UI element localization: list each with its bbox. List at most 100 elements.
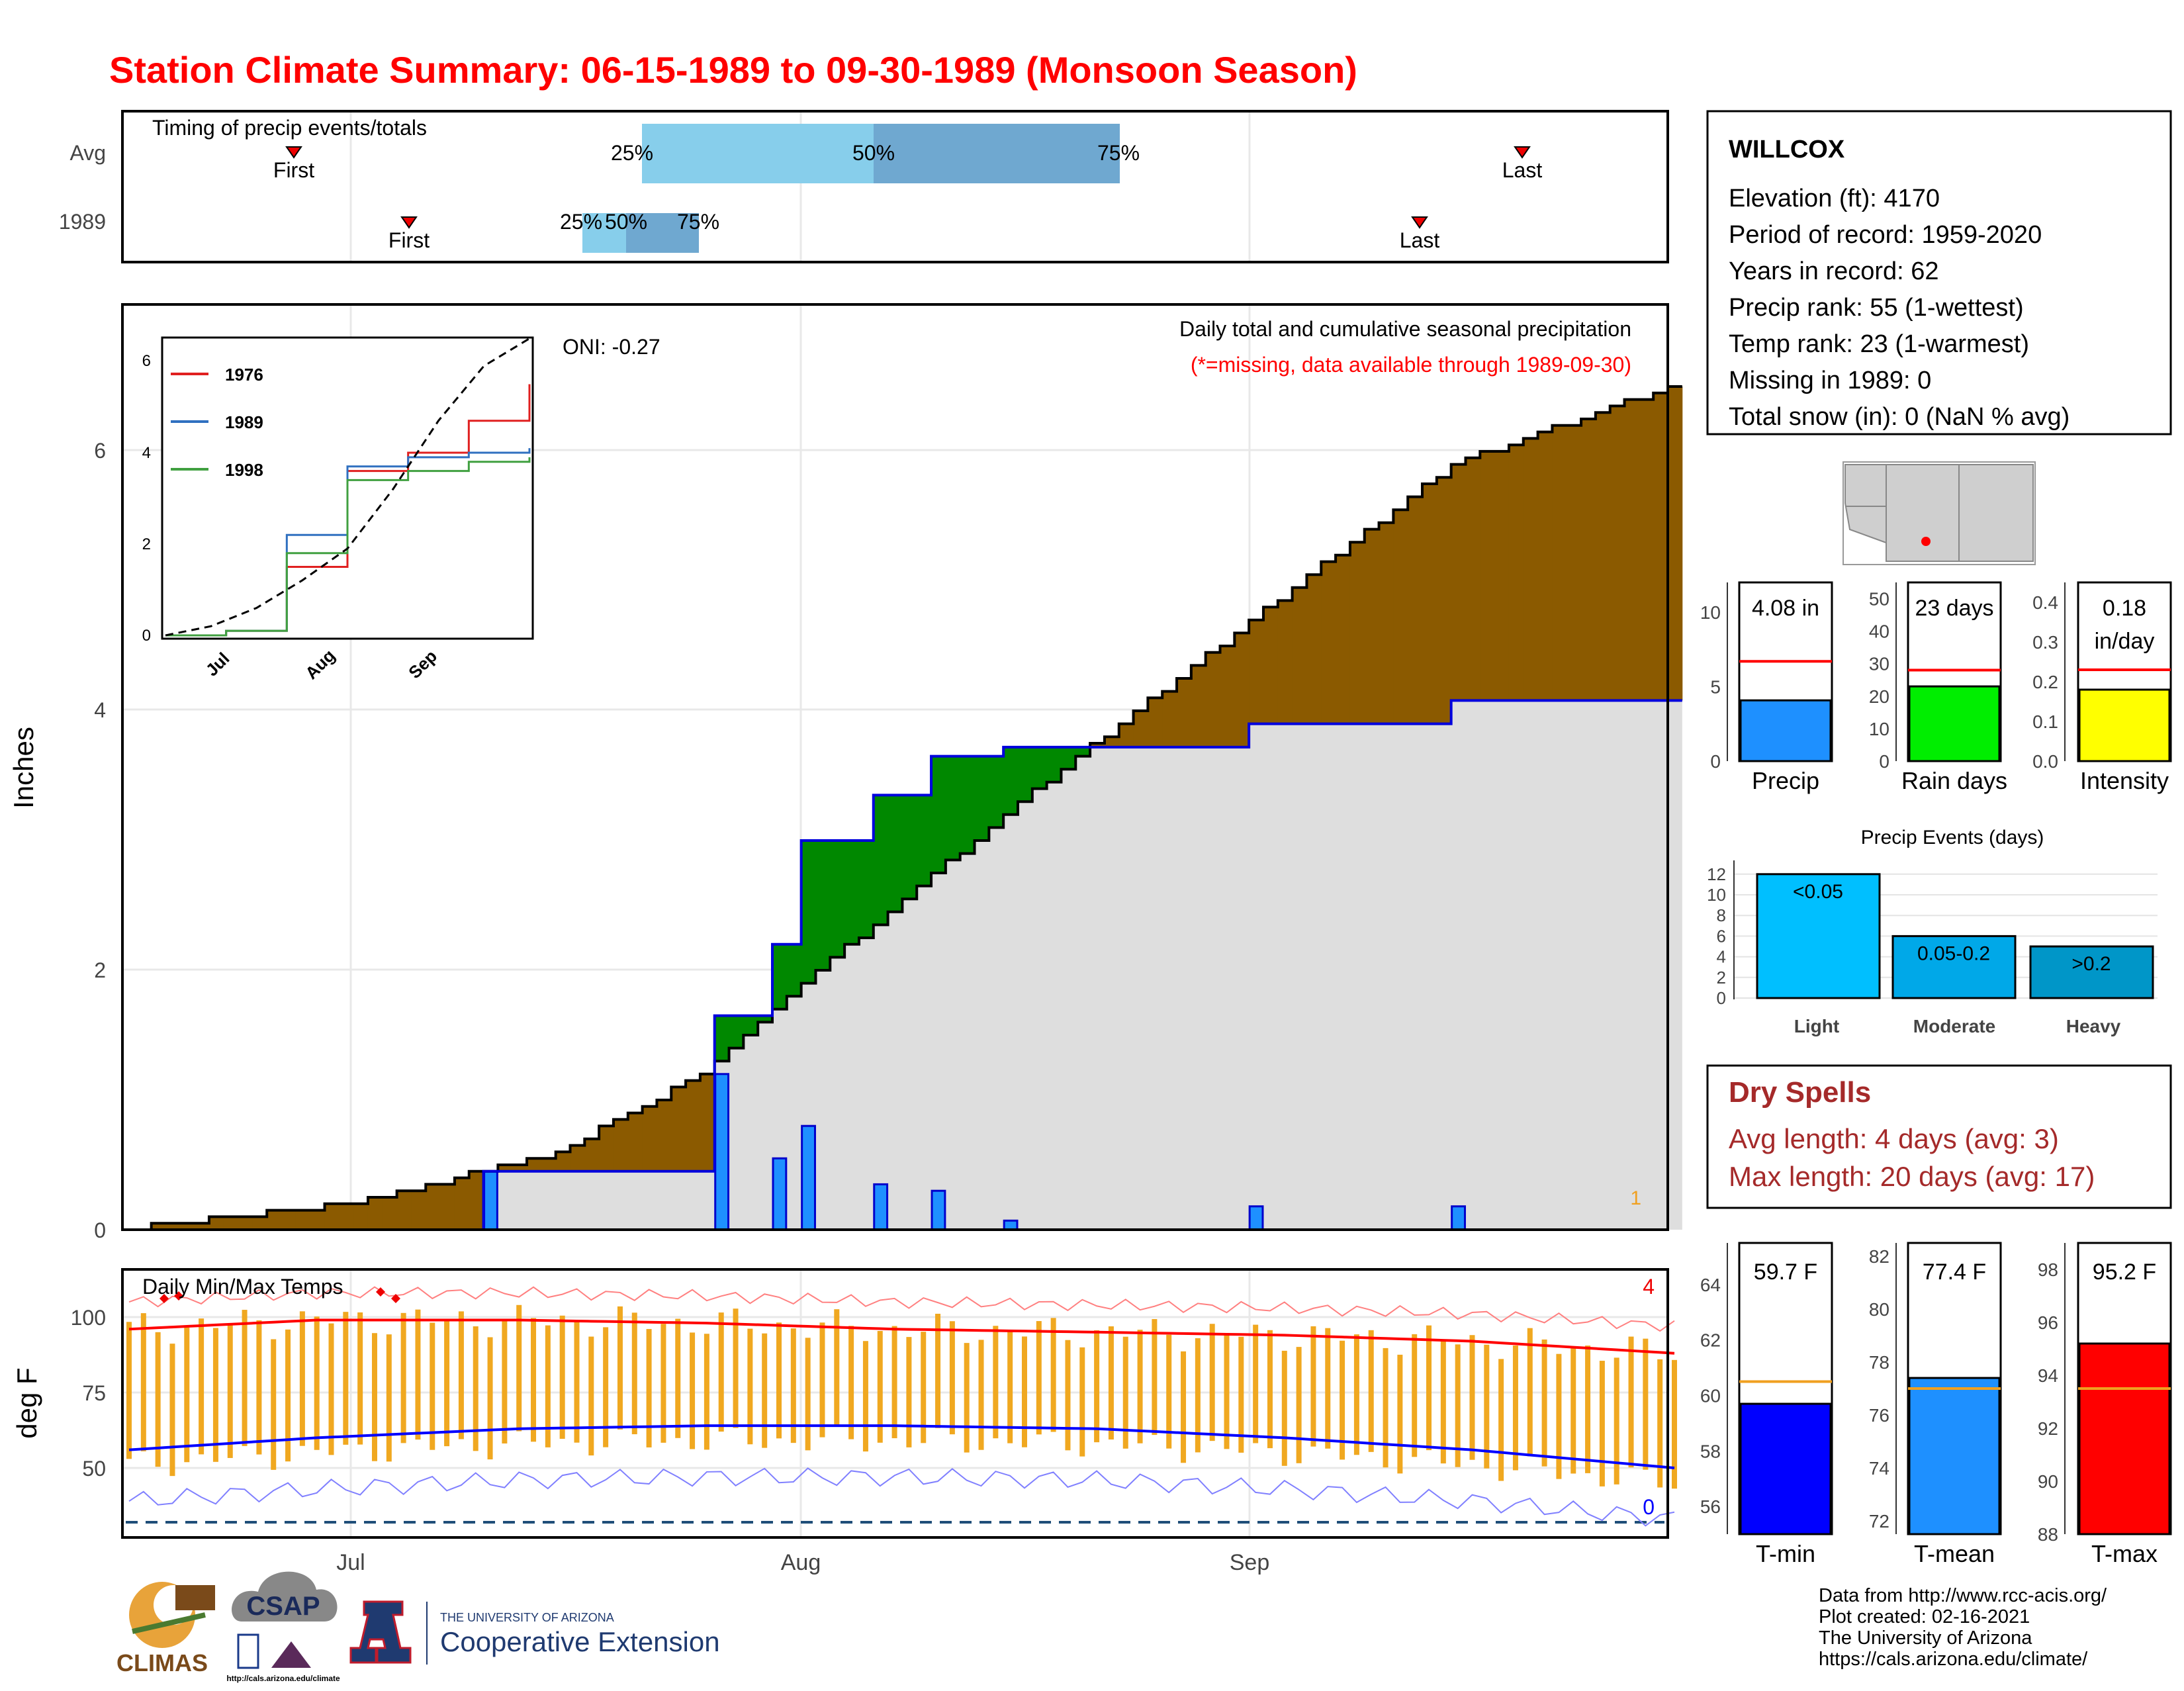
- below-average-segment: [295, 1210, 311, 1230]
- daily-temp-range-bar: [386, 1334, 392, 1462]
- above-average-segment: [772, 944, 788, 1009]
- timing-row-1989: 1989: [59, 210, 106, 234]
- daily-temp-range-bar: [790, 1328, 796, 1443]
- station-elevation: Elevation (ft): 4170: [1729, 185, 1940, 212]
- daily-temp-range-bar: [531, 1318, 537, 1442]
- below-average-segment: [223, 1216, 239, 1230]
- tmax-label: T-max: [2091, 1540, 2158, 1567]
- daily-temp-range-bar: [155, 1332, 161, 1467]
- daily-temp-range-bar: [444, 1319, 450, 1447]
- below-average-segment: [642, 1106, 657, 1171]
- below-average-segment: [1668, 387, 1683, 701]
- daily-temp-range-bar: [1657, 1359, 1663, 1488]
- daily-temp-range-bar: [299, 1311, 305, 1446]
- above-average-segment: [758, 1015, 773, 1023]
- daily-temp-range-bar: [140, 1313, 146, 1451]
- daily-temp-range-bar: [1412, 1334, 1418, 1457]
- below-average-segment: [1639, 399, 1654, 701]
- climas-logo: CLIMAS: [116, 1582, 215, 1676]
- below-average-segment: [440, 1184, 455, 1230]
- daily-temp-range-bar: [1267, 1330, 1273, 1449]
- daily-precip-bar: [1248, 1205, 1264, 1231]
- events-bar-label: >0.2: [2071, 953, 2111, 975]
- station-missing: Missing in 1989: 0: [1729, 367, 1931, 394]
- daily-temp-range-bar: [675, 1318, 681, 1438]
- tmax-bar: [2078, 1342, 2171, 1535]
- below-average-segment: [1610, 406, 1625, 701]
- below-average-segment: [1653, 392, 1668, 701]
- below-average-segment: [1422, 484, 1437, 724]
- ua-logo-big-text: Cooperative Extension: [440, 1626, 720, 1657]
- above-average-segment: [801, 841, 816, 983]
- credit-source: Data from http://www.rcc-acis.org/: [1819, 1585, 2107, 1606]
- tmax-ytick: 98: [2038, 1259, 2058, 1280]
- below-average-segment: [541, 1158, 557, 1171]
- tmean-chart: 72 74 76 78 80 82 77.4 F T-mean: [1869, 1242, 2002, 1567]
- daily-temp-range-bar: [314, 1316, 320, 1450]
- above-average-segment: [1061, 747, 1076, 770]
- inset-ytick-2: 2: [142, 535, 151, 553]
- temp-count-high: 4: [1643, 1275, 1655, 1299]
- below-average-segment: [382, 1197, 398, 1230]
- rain-days-ytick: 20: [1869, 686, 1889, 707]
- inset-legend-1998: 1998: [225, 460, 263, 480]
- tmax-ytick: 94: [2038, 1365, 2058, 1386]
- events-title: Precip Events (days): [1861, 827, 2044, 848]
- below-average-segment: [324, 1203, 340, 1230]
- daily-temp-range-bar: [1541, 1339, 1547, 1467]
- record-high-marker: [376, 1287, 385, 1297]
- precip-total-value: 4.08 in: [1752, 596, 1819, 621]
- below-average-segment: [396, 1191, 412, 1230]
- daily-temp-range-bar: [184, 1327, 190, 1463]
- daily-precip-bar: [1451, 1205, 1466, 1231]
- summary-bar-charts: 0 5 10 4.08 in Precip 0 10 20 30 40 50 23 days Rain …: [1700, 581, 2172, 794]
- y1989-late-range: [626, 213, 699, 253]
- daily-temp-range-bar: [718, 1312, 724, 1432]
- precip-total-bar: [1739, 699, 1832, 762]
- above-average-segment: [1017, 747, 1033, 802]
- daily-temp-range-bar: [805, 1338, 811, 1451]
- below-average-segment: [1624, 399, 1639, 701]
- precip-total-ytick: 0: [1710, 751, 1721, 772]
- intensity-ytick: 0.4: [2032, 592, 2058, 613]
- daily-precip-bar: [714, 1073, 730, 1231]
- avg-late-range: [874, 124, 1120, 183]
- tmean-value: 77.4 F: [1923, 1259, 1986, 1285]
- below-average-segment: [1104, 737, 1120, 747]
- xtick-jul: Jul: [336, 1550, 365, 1575]
- below-average-segment: [498, 1165, 513, 1171]
- tmin-chart: 56 58 60 62 64 59.7 F T-min: [1700, 1242, 1833, 1567]
- daily-temp-range-bar: [862, 1341, 868, 1452]
- tmin-value: 59.7 F: [1754, 1259, 1817, 1285]
- below-average-segment: [1552, 425, 1567, 701]
- below-average-segment: [1162, 691, 1177, 747]
- below-average-segment: [1537, 432, 1553, 701]
- precip-ytick-4: 4: [94, 698, 106, 722]
- daily-temp-range-bar: [660, 1324, 666, 1443]
- daily-temp-range-bar: [1570, 1346, 1576, 1474]
- record-low-line: [128, 1467, 1675, 1527]
- observed-cumulative-area: [122, 700, 1682, 1230]
- below-average-segment: [208, 1216, 224, 1230]
- temp-ytick-75: 75: [82, 1381, 106, 1405]
- daily-temp-range-bar: [1556, 1353, 1562, 1479]
- daily-temp-range-bar: [574, 1320, 580, 1443]
- below-average-segment: [310, 1210, 326, 1230]
- events-ytick: 0: [1717, 988, 1726, 1008]
- below-average-segment: [1480, 451, 1495, 701]
- below-average-segment: [1205, 652, 1221, 747]
- daily-temp-range-bar: [834, 1309, 840, 1426]
- station-precip-rank: Precip rank: 55 (1-wettest): [1729, 294, 2024, 322]
- daily-temp-range-bar: [877, 1330, 883, 1443]
- daily-temp-range-bar: [285, 1329, 291, 1462]
- daily-temp-range-bar: [169, 1344, 175, 1477]
- daily-temp-range-bar: [1094, 1330, 1100, 1443]
- below-average-segment: [527, 1158, 542, 1171]
- intensity-ytick: 0.2: [2032, 672, 2058, 692]
- inset-legend-1989: 1989: [225, 412, 263, 432]
- ua-logo-small-text: THE UNIVERSITY OF ARIZONA: [440, 1611, 614, 1624]
- intensity-unit: in/day: [2095, 629, 2155, 654]
- daily-temp-range-bar: [1122, 1336, 1128, 1449]
- daily-temp-range-bar: [1527, 1328, 1533, 1457]
